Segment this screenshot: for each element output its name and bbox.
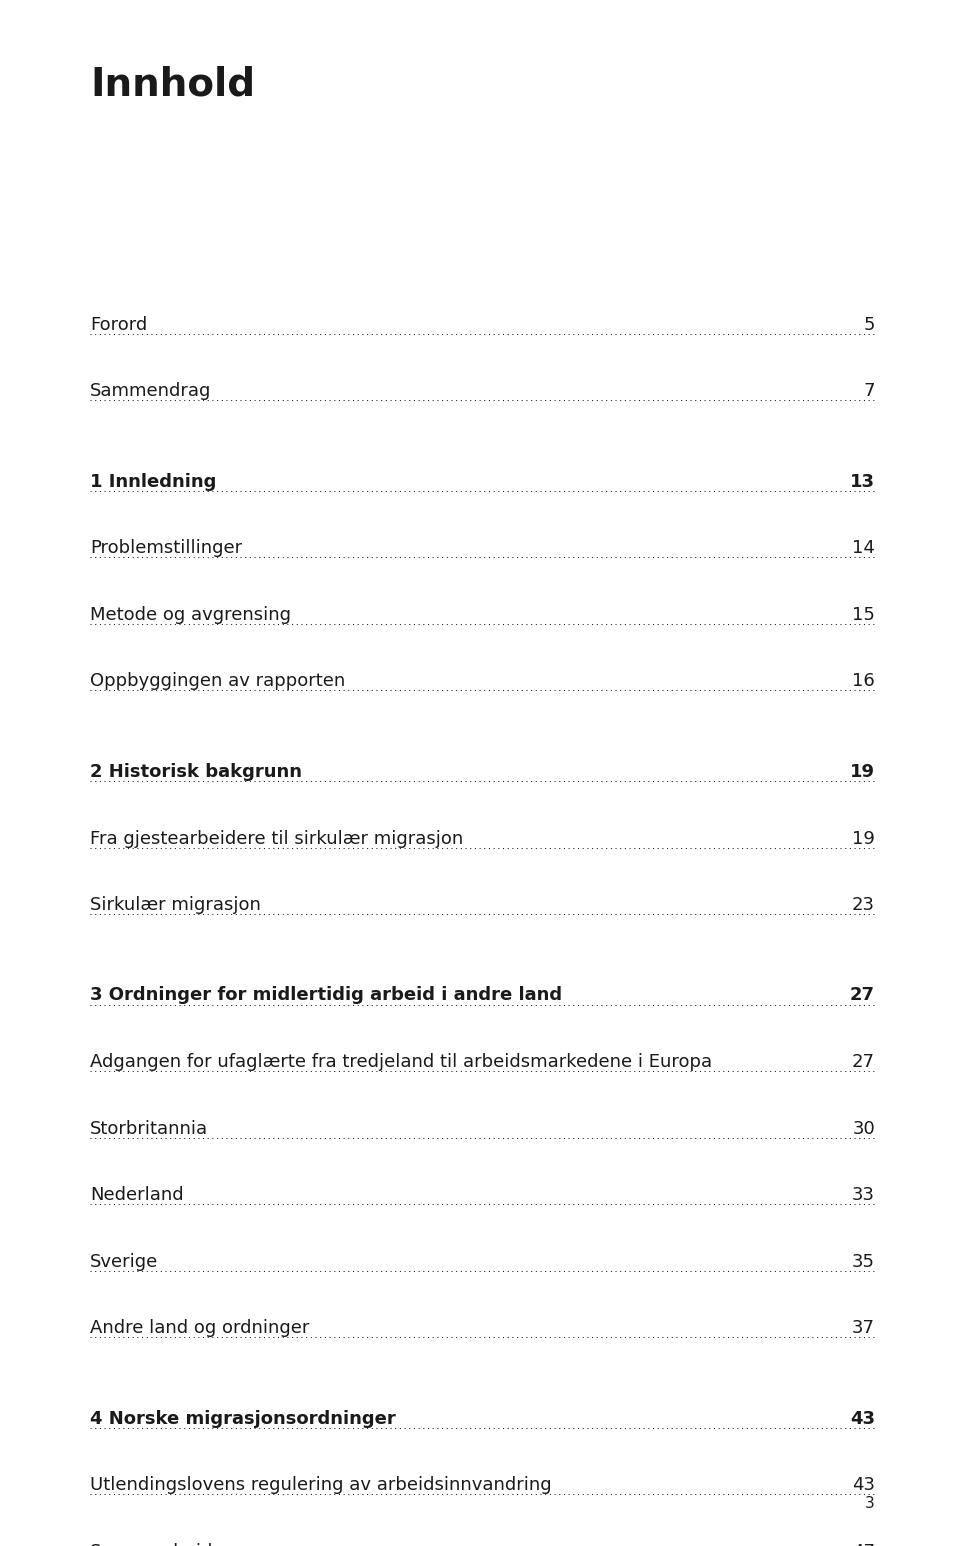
Text: Adgangen for ufaglærte fra tredjeland til arbeidsmarkedene i Europa: Adgangen for ufaglærte fra tredjeland ti… xyxy=(90,1053,712,1071)
Text: Andre land og ordninger: Andre land og ordninger xyxy=(90,1319,309,1337)
Text: Storbritannia: Storbritannia xyxy=(90,1119,208,1138)
Text: 30: 30 xyxy=(852,1119,875,1138)
Text: 1 Innledning: 1 Innledning xyxy=(90,473,216,492)
Text: 13: 13 xyxy=(850,473,875,492)
Text: Sammendrag: Sammendrag xyxy=(90,382,211,400)
Text: 35: 35 xyxy=(852,1252,875,1271)
Text: 2 Historisk bakgrunn: 2 Historisk bakgrunn xyxy=(90,764,302,781)
Text: Forord: Forord xyxy=(90,315,147,334)
Text: 7: 7 xyxy=(863,382,875,400)
Text: 3: 3 xyxy=(865,1497,875,1510)
Text: 16: 16 xyxy=(852,673,875,691)
Text: 37: 37 xyxy=(852,1319,875,1337)
Text: Metode og avgrensing: Metode og avgrensing xyxy=(90,606,291,625)
Text: Problemstillinger: Problemstillinger xyxy=(90,540,242,558)
Text: Oppbyggingen av rapporten: Oppbyggingen av rapporten xyxy=(90,673,346,691)
Text: 4 Norske migrasjonsordninger: 4 Norske migrasjonsordninger xyxy=(90,1410,396,1427)
Text: 27: 27 xyxy=(852,1053,875,1071)
Text: Fra gjestearbeidere til sirkulær migrasjon: Fra gjestearbeidere til sirkulær migrasj… xyxy=(90,830,464,847)
Text: 33: 33 xyxy=(852,1186,875,1204)
Text: 27: 27 xyxy=(850,986,875,1005)
Text: 47: 47 xyxy=(852,1543,875,1546)
Text: 19: 19 xyxy=(850,764,875,781)
Text: Nederland: Nederland xyxy=(90,1186,183,1204)
Text: 43: 43 xyxy=(850,1410,875,1427)
Text: 43: 43 xyxy=(852,1476,875,1493)
Text: Innhold: Innhold xyxy=(90,65,255,104)
Text: 15: 15 xyxy=(852,606,875,625)
Text: 23: 23 xyxy=(852,897,875,914)
Text: 5: 5 xyxy=(863,315,875,334)
Text: Sesongarbeid: Sesongarbeid xyxy=(90,1543,213,1546)
Text: 14: 14 xyxy=(852,540,875,558)
Text: Utlendingslovens regulering av arbeidsinnvandring: Utlendingslovens regulering av arbeidsin… xyxy=(90,1476,552,1493)
Text: Sverige: Sverige xyxy=(90,1252,158,1271)
Text: 19: 19 xyxy=(852,830,875,847)
Text: Sirkulær migrasjon: Sirkulær migrasjon xyxy=(90,897,261,914)
Text: 3 Ordninger for midlertidig arbeid i andre land: 3 Ordninger for midlertidig arbeid i and… xyxy=(90,986,563,1005)
